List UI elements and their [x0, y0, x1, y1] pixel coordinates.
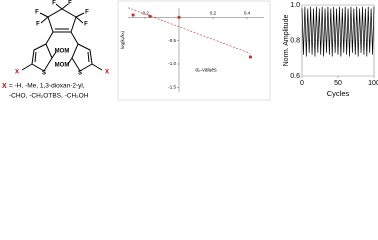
legend-symbol: X	[2, 83, 7, 90]
x-tick-label: 50	[334, 80, 342, 87]
group-label: MOM	[55, 63, 70, 69]
y-tick-label: 0.6	[290, 73, 300, 80]
x-tick-label: -0.2	[141, 11, 149, 16]
x-tick-label: 0	[300, 80, 304, 87]
x-axis-label: Cycles	[327, 89, 350, 98]
atom-label: F	[52, 1, 56, 7]
molecule: F F F F F F S S MOM MOM X X X = -H, -Me,…	[2, 1, 109, 100]
ring-bonds	[21, 31, 103, 71]
amplitude-line	[301, 6, 375, 57]
x-tick-label: 0.2	[210, 11, 217, 16]
y-tick-label: -1.0	[168, 61, 176, 66]
atom-label: S	[42, 71, 46, 77]
atom-label: F	[68, 1, 72, 7]
atom-label: F	[35, 10, 39, 16]
y-tick-label: 1.0	[290, 2, 300, 9]
atom-label: F	[84, 22, 88, 28]
substituent-label: X	[105, 70, 109, 76]
legend-line: = -H, -Me, 1,3-dioxan-2-yl,	[9, 83, 85, 90]
cyclopentene-ring	[47, 8, 77, 33]
data-point	[248, 55, 252, 59]
data-point	[177, 15, 181, 19]
data-point	[131, 13, 135, 17]
trend-line	[127, 7, 251, 54]
y-tick-label: 0.8	[290, 37, 300, 44]
substituent-label: X	[15, 70, 19, 76]
data-point	[148, 14, 152, 18]
y-tick-label: -0.5	[168, 38, 176, 43]
y-axis-label: Norm. Amplitude	[283, 15, 290, 67]
plot-panel	[117, 0, 271, 101]
cf-bonds	[39, 3, 85, 24]
legend-line: -CHO, -CH₂OTBS, -CH₂OH	[9, 93, 89, 100]
right-thiophene	[71, 43, 93, 72]
group-label: MOM	[55, 49, 70, 55]
atom-label: F	[36, 22, 40, 28]
x-axis-label: σₚ-values	[195, 67, 217, 73]
x-tick-label: 0.4	[244, 11, 251, 16]
graphical-abstract: F F F F F F S S MOM MOM X X X = -H, -Me,…	[2, 0, 378, 101]
x-tick-label: 100	[368, 80, 378, 87]
ring-double-bonds	[34, 51, 90, 63]
atom-label: S	[78, 71, 82, 77]
y-tick-label: -1.5	[168, 85, 176, 90]
atom-label: F	[85, 10, 89, 16]
y-axis-label: log(kₓ/kₕ)	[120, 30, 125, 49]
left-thiophene	[31, 43, 53, 72]
